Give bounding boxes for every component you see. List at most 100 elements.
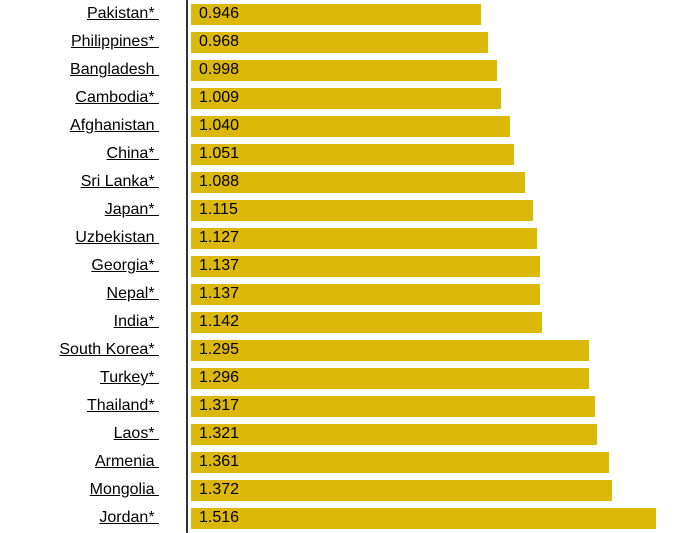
country-label-link[interactable]: Bangladesh [70,61,159,78]
country-label-link[interactable]: Uzbekistan [75,229,159,246]
country-label-link[interactable]: Cambodia* [75,89,159,106]
chart-row: China* 1.051 [0,140,687,168]
value-bar: 1.372 [191,479,612,501]
chart-row: Afghanistan 1.040 [0,112,687,140]
bar-value-label: 1.127 [199,229,240,246]
bar-cell: 1.009 [186,84,687,112]
chart-row: Uzbekistan 1.127 [0,224,687,252]
category-label-cell: Mongolia [0,481,186,499]
category-label-cell: Nepal* [0,285,186,303]
value-bar: 1.137 [191,255,540,277]
value-bar: 0.998 [191,59,497,81]
bar-value-label: 1.516 [199,509,240,526]
country-label-link[interactable]: Georgia* [91,257,159,274]
country-label-link[interactable]: China* [106,145,159,162]
bar-cell: 0.946 [186,0,687,28]
chart-row: Armenia 1.361 [0,448,687,476]
bar-value-label: 1.142 [199,313,240,330]
bar-value-label: 1.361 [199,453,240,470]
bar-value-label: 1.051 [199,145,240,162]
chart-row: Cambodia* 1.009 [0,84,687,112]
bar-value-label: 1.317 [199,397,240,414]
bar-cell: 1.115 [186,196,687,224]
value-bar: 1.009 [191,87,501,109]
bar-value-label: 1.295 [199,341,240,358]
category-label-cell: Bangladesh [0,61,186,79]
value-bar: 1.088 [191,171,525,193]
country-label-link[interactable]: Jordan* [99,509,159,526]
category-label-cell: Uzbekistan [0,229,186,247]
chart-row: Laos* 1.321 [0,420,687,448]
bar-value-label: 1.137 [199,257,240,274]
country-label-link[interactable]: Japan* [104,201,159,218]
bar-cell: 1.127 [186,224,687,252]
bar-value-label: 0.998 [199,61,240,78]
chart-row: Thailand* 1.317 [0,392,687,420]
country-label-link[interactable]: South Korea* [59,341,159,358]
bar-cell: 1.137 [186,280,687,308]
bar-cell: 1.295 [186,336,687,364]
value-bar: 1.137 [191,283,540,305]
value-bar: 1.051 [191,143,514,165]
bar-value-label: 1.137 [199,285,240,302]
bar-cell: 1.040 [186,112,687,140]
value-bar: 1.040 [191,115,510,137]
bar-value-label: 1.296 [199,369,240,386]
value-bar: 1.361 [191,451,609,473]
country-label-link[interactable]: India* [113,313,159,330]
bar-cell: 1.137 [186,252,687,280]
value-bar: 1.127 [191,227,537,249]
value-bar: 1.317 [191,395,595,417]
bar-value-label: 1.321 [199,425,240,442]
bar-cell: 0.968 [186,28,687,56]
bar-cell: 1.372 [186,476,687,504]
bar-value-label: 1.115 [199,201,238,218]
value-bar: 1.516 [191,507,656,529]
category-label-cell: Afghanistan [0,117,186,135]
category-label-cell: China* [0,145,186,163]
bar-cell: 1.296 [186,364,687,392]
bar-cell: 1.142 [186,308,687,336]
value-bar: 0.968 [191,31,488,53]
category-label-cell: Armenia [0,453,186,471]
country-label-link[interactable]: Pakistan* [86,5,159,22]
chart-row: India* 1.142 [0,308,687,336]
value-bar: 1.115 [191,199,533,221]
country-label-link[interactable]: Afghanistan [70,117,159,134]
country-label-link[interactable]: Thailand* [86,397,159,414]
category-label-cell: Turkey* [0,369,186,387]
y-axis-line [186,0,188,533]
bar-value-label: 1.009 [199,89,240,106]
bar-cell: 1.051 [186,140,687,168]
chart-row: Jordan* 1.516 [0,504,687,532]
country-label-link[interactable]: Nepal* [106,285,159,302]
category-label-cell: Laos* [0,425,186,443]
category-label-cell: India* [0,313,186,331]
country-label-link[interactable]: Mongolia [89,481,159,498]
chart-row: Nepal* 1.137 [0,280,687,308]
category-label-cell: Thailand* [0,397,186,415]
chart-row: Pakistan* 0.946 [0,0,687,28]
category-label-cell: Japan* [0,201,186,219]
category-label-cell: Cambodia* [0,89,186,107]
country-label-link[interactable]: Armenia [94,453,159,470]
bar-value-label: 0.968 [199,33,240,50]
bar-cell: 1.088 [186,168,687,196]
chart-row: Sri Lanka* 1.088 [0,168,687,196]
country-label-link[interactable]: Sri Lanka* [80,173,159,190]
bar-value-label: 1.372 [199,481,240,498]
chart-row: Georgia* 1.137 [0,252,687,280]
category-label-cell: Pakistan* [0,5,186,23]
chart-row: Bangladesh 0.998 [0,56,687,84]
value-bar: 1.295 [191,339,589,361]
category-label-cell: Georgia* [0,257,186,275]
value-bar: 1.321 [191,423,597,445]
country-label-link[interactable]: Laos* [113,425,159,442]
country-label-link[interactable]: Philippines* [70,33,159,50]
chart-row: Turkey* 1.296 [0,364,687,392]
category-label-cell: South Korea* [0,341,186,359]
country-label-link[interactable]: Turkey* [100,369,159,386]
bar-cell: 1.321 [186,420,687,448]
